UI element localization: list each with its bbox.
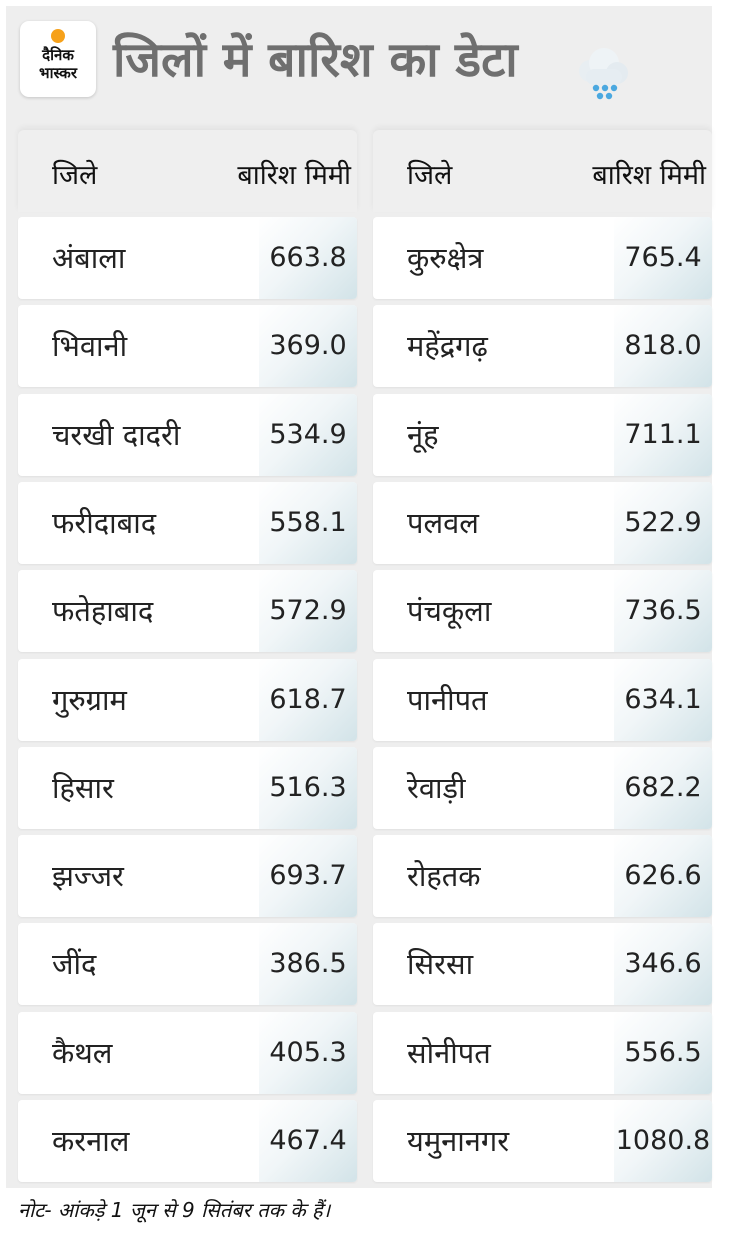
- rainfall-value: 467.4: [259, 1100, 357, 1182]
- table-row: फरीदाबाद 558.1: [18, 481, 357, 564]
- district-header: जिले: [407, 160, 453, 191]
- district-name: यमुनानगर: [407, 1124, 510, 1158]
- table-row: झज्जर 693.7: [18, 835, 357, 918]
- table-row: चरखी दादरी 534.9: [18, 393, 357, 476]
- logo-line-1: दैनिक: [42, 46, 74, 64]
- rainfall-value: 556.5: [614, 1011, 712, 1094]
- page-title: जिलों में बारिश का डेटा: [113, 32, 518, 88]
- table-row: यमुनानगर 1080.8: [373, 1100, 712, 1182]
- rainfall-value: 663.8: [259, 217, 357, 299]
- rainfall-value: 516.3: [259, 746, 357, 829]
- dainik-bhaskar-logo: दैनिक भास्कर: [20, 21, 96, 97]
- table-row: कैथल 405.3: [18, 1011, 357, 1094]
- table-row: रेवाड़ी 682.2: [373, 746, 712, 829]
- district-name: पंचकूला: [407, 594, 492, 629]
- rainfall-value: 736.5: [614, 570, 712, 653]
- rainfall-value: 534.9: [259, 393, 357, 476]
- rainfall-value: 634.1: [614, 658, 712, 741]
- district-name: नूंह: [407, 417, 439, 452]
- rainfall-value: 1080.8: [614, 1100, 712, 1182]
- table-row: करनाल 467.4: [18, 1100, 357, 1182]
- rainfall-value: 682.2: [614, 746, 712, 829]
- right-header: जिले बारिश मिमी: [373, 130, 712, 212]
- district-name: पानीपत: [407, 682, 488, 717]
- table-row: पलवल 522.9: [373, 481, 712, 564]
- table-row: सोनीपत 556.5: [373, 1011, 712, 1094]
- rainfall-value: 558.1: [259, 481, 357, 564]
- district-header: जिले: [52, 160, 98, 191]
- rain-cloud-icon: [579, 48, 628, 100]
- rainfall-value: 369.0: [259, 305, 357, 388]
- table-row: हिसार 516.3: [18, 746, 357, 829]
- rainfall-value: 618.7: [259, 658, 357, 741]
- footnote: नोट- आंकड़े 1 जून से 9 सितंबर तक के हैं।: [18, 1198, 331, 1222]
- table-row: भिवानी 369.0: [18, 305, 357, 388]
- rainfall-value: 405.3: [259, 1011, 357, 1094]
- rain-header: बारिश मिमी: [237, 160, 351, 191]
- right-column: जिले बारिश मिमी कुरुक्षेत्र 765.4 महेंद्रग…: [373, 130, 712, 1182]
- table-row: नूंह 711.1: [373, 393, 712, 476]
- table-row: पानीपत 634.1: [373, 658, 712, 741]
- district-name: रोहतक: [407, 859, 481, 894]
- table-row: सिरसा 346.6: [373, 923, 712, 1006]
- table-row: महेंद्रगढ़ 818.0: [373, 305, 712, 388]
- rain-header: बारिश मिमी: [592, 160, 706, 191]
- table-row: जींद 386.5: [18, 923, 357, 1006]
- table-row: गुरुग्राम 618.7: [18, 658, 357, 741]
- district-name: सोनीपत: [407, 1035, 491, 1070]
- rainfall-value: 693.7: [259, 835, 357, 918]
- left-header: जिले बारिश मिमी: [18, 130, 357, 212]
- district-name: फतेहाबाद: [52, 594, 154, 629]
- district-name: हिसार: [52, 770, 114, 805]
- rainfall-value: 626.6: [614, 835, 712, 918]
- rainfall-value: 711.1: [614, 393, 712, 476]
- district-name: झज्जर: [52, 859, 124, 894]
- district-name: कुरुक्षेत्र: [407, 241, 484, 275]
- left-column: जिले बारिश मिमी अंबाला 663.8 भिवानी 369.0 चर…: [18, 130, 357, 1182]
- district-name: फरीदाबाद: [52, 505, 157, 540]
- table-row: रोहतक 626.6: [373, 835, 712, 918]
- district-name: करनाल: [52, 1124, 130, 1158]
- district-name: महेंद्रगढ़: [407, 329, 488, 364]
- rainfall-value: 346.6: [614, 923, 712, 1006]
- rainfall-value: 572.9: [259, 570, 357, 653]
- table-row: फतेहाबाद 572.9: [18, 570, 357, 653]
- district-name: अंबाला: [52, 241, 126, 275]
- table-row: अंबाला 663.8: [18, 217, 357, 299]
- rainfall-value: 522.9: [614, 481, 712, 564]
- sun-dot-icon: [51, 29, 65, 43]
- district-name: सिरसा: [407, 947, 474, 982]
- district-name: भिवानी: [52, 329, 128, 364]
- district-name: गुरुग्राम: [52, 682, 127, 717]
- district-name: रेवाड़ी: [407, 770, 466, 805]
- district-name: कैथल: [52, 1035, 113, 1070]
- table-row: कुरुक्षेत्र 765.4: [373, 217, 712, 299]
- district-name: जींद: [52, 947, 97, 982]
- rainfall-value: 765.4: [614, 217, 712, 299]
- logo-line-2: भास्कर: [39, 64, 77, 82]
- district-name: चरखी दादरी: [52, 417, 181, 452]
- table-row: पंचकूला 736.5: [373, 570, 712, 653]
- rainfall-value: 818.0: [614, 305, 712, 388]
- rainfall-value: 386.5: [259, 923, 357, 1006]
- district-name: पलवल: [407, 505, 479, 540]
